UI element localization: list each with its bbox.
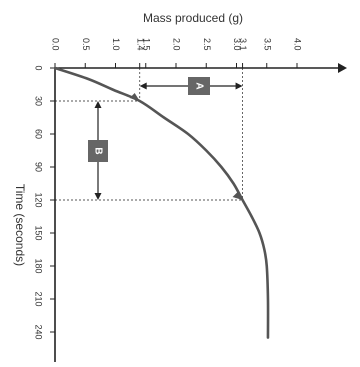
mass-tick-label: 3.0 [232,38,242,51]
mass-tick-label: 2.5 [202,38,212,51]
annotation-a-label: A [193,82,204,89]
mass-tick-label: 0.5 [81,38,91,51]
annotation-a-box [188,77,210,95]
time-tick-label: 30 [34,96,44,106]
annotation-a-arrowhead-right [235,82,243,90]
annotation-b-arrowhead-bottom [94,193,102,200]
mass-tick-label: 0.0 [51,38,61,51]
time-tick-label: 210 [34,291,44,306]
mass-tick-label: 1.4 [135,38,145,51]
time-tick-label: 240 [34,324,44,339]
annotation-b-arrowhead-top [94,101,102,108]
mass-time-curve [53,66,270,339]
mass-tick-label: 2.0 [172,38,182,51]
mass-tick-label: 3.5 [262,38,272,51]
mass-axis-arrowhead [338,63,347,73]
time-tick-label: 150 [34,225,44,240]
time-tick-label: 120 [34,192,44,207]
time-tick-label: 90 [34,162,44,172]
guide-lines [55,68,244,201]
time-tick-label: 0 [34,65,44,70]
annotation-a-arrowhead-left [139,82,147,90]
mass-tick-label: 1.0 [111,38,121,51]
annotations: AB [88,77,243,200]
time-tick-label: 60 [34,129,44,139]
tick-labels: 0.0 0.5 1.0 1.41.5 2.0 2.5 3.03.1 3.5 4.0 0 30 60 90… [34,38,303,340]
time-tick-label: 180 [34,258,44,273]
y-axis-title: Time (seconds) [13,184,27,266]
curve-arrowhead-1 [129,93,140,101]
x-axis-title: Mass produced (g) [143,11,243,25]
mass-tick-label: 4.0 [293,38,303,51]
curve-arrowhead-2 [232,192,243,200]
mass-tick-label: 1.5 [141,38,151,51]
mass-tick-label: 3.1 [238,38,248,51]
annotation-b-label: B [92,147,103,154]
axes [50,63,347,362]
curve-layer [53,66,270,339]
annotation-b-box [88,140,108,162]
